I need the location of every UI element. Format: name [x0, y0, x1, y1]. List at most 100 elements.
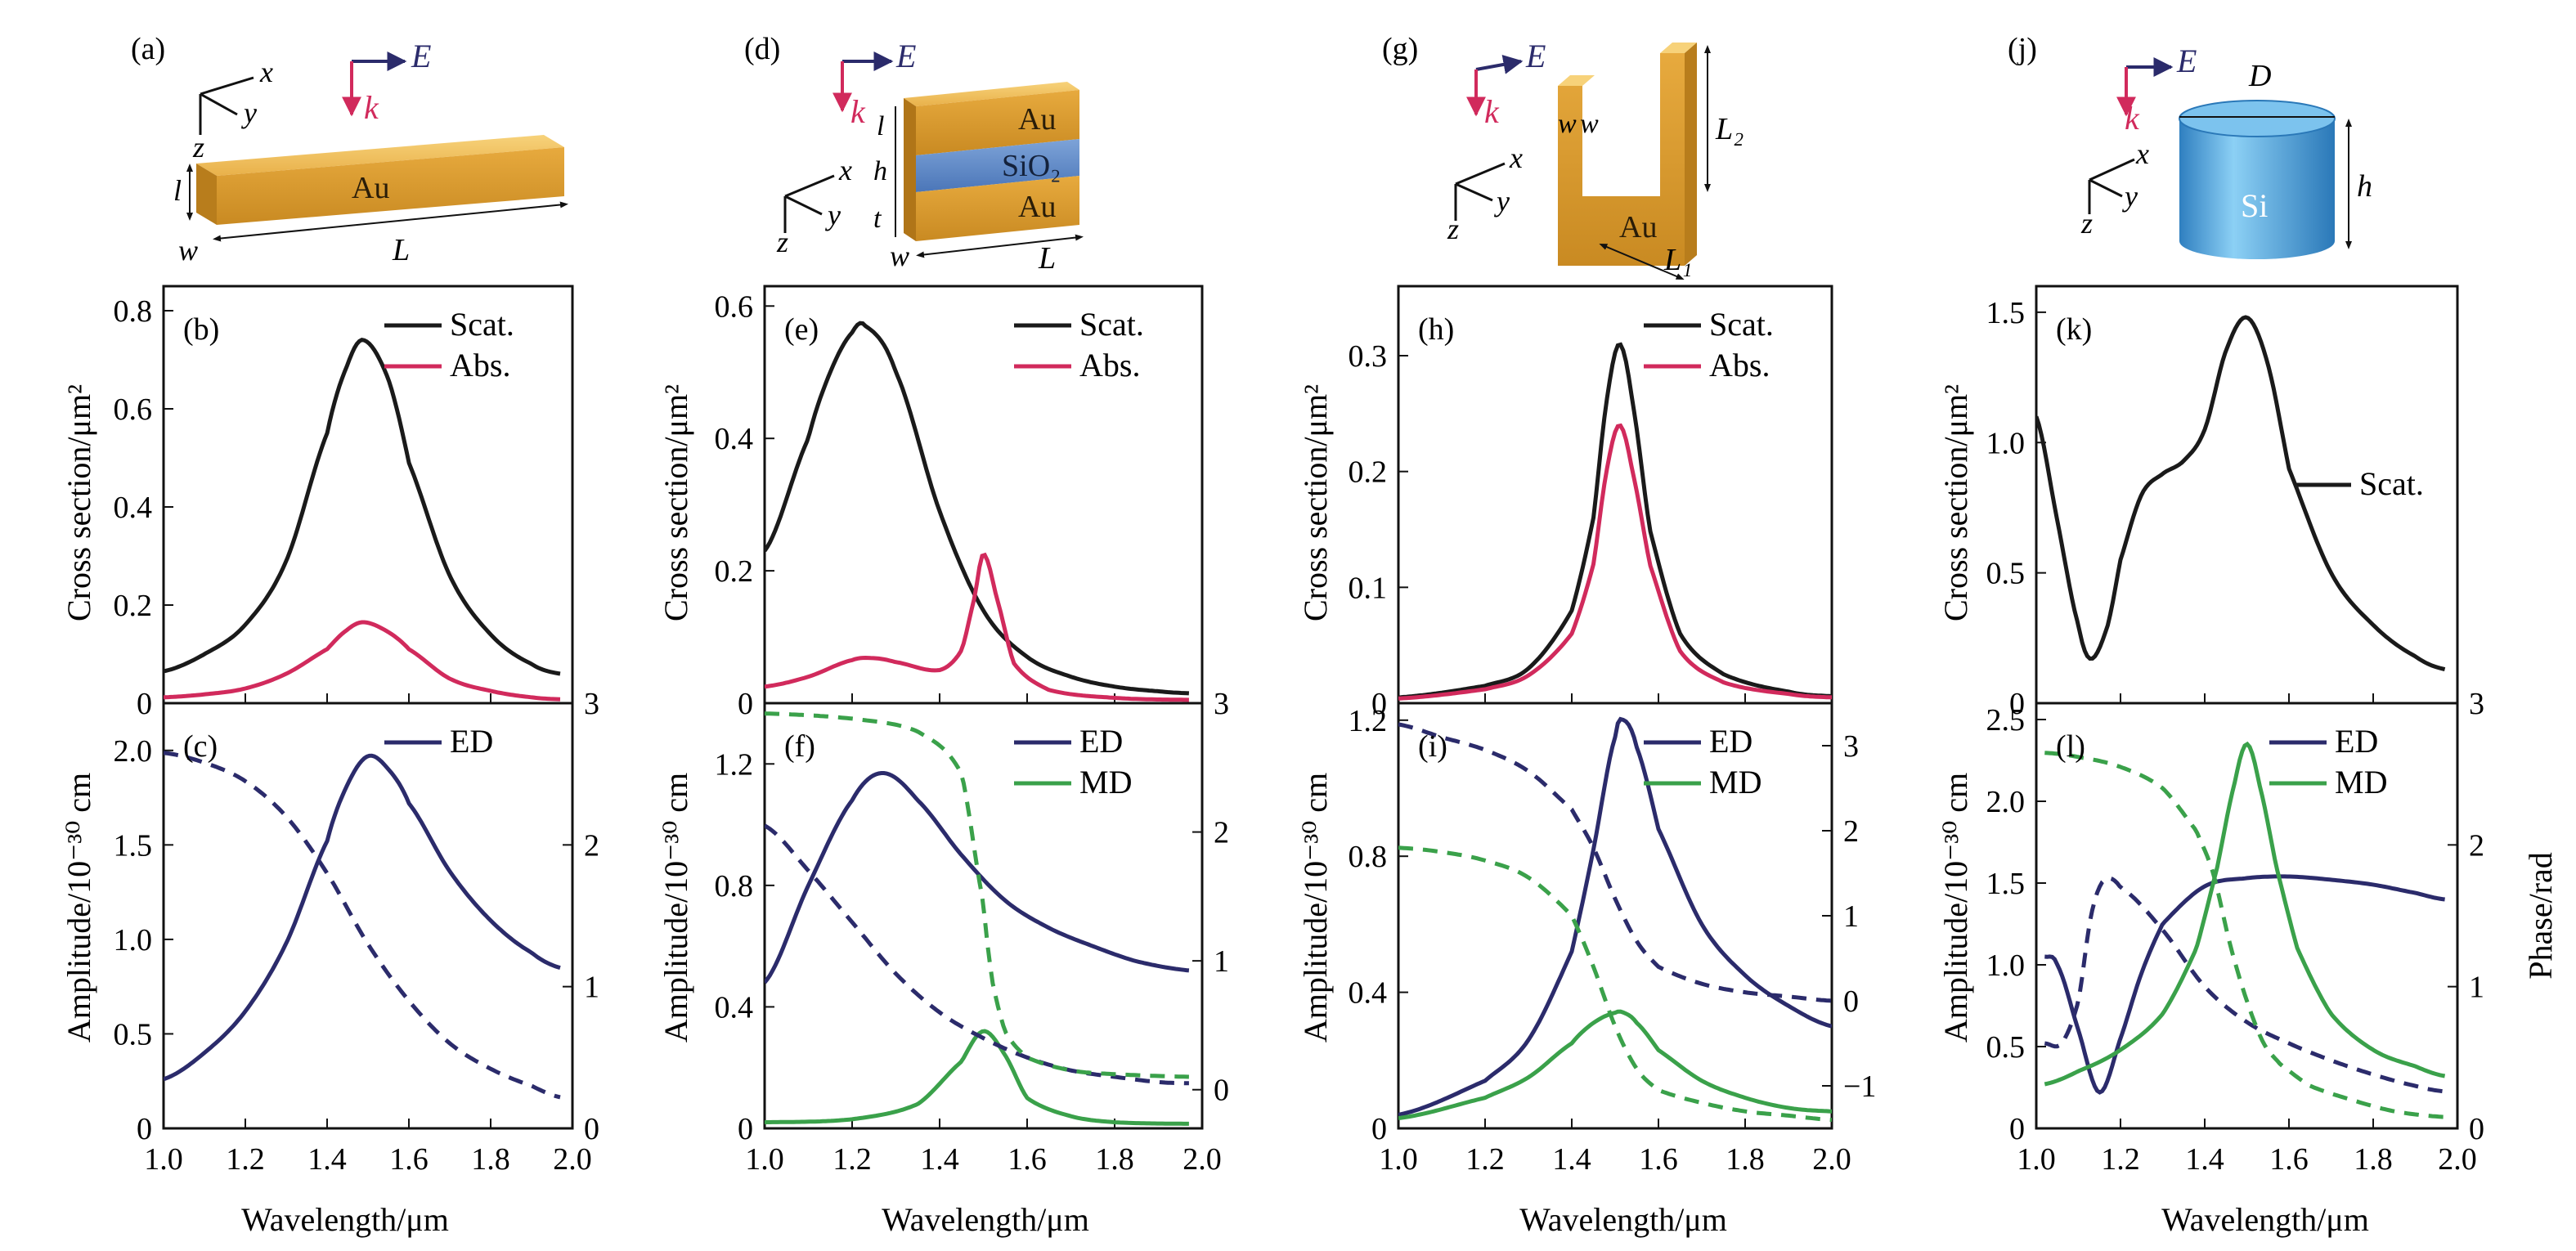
series-line-ed: [1398, 716, 1832, 1117]
dim-L2-label: L₂: [1715, 112, 1744, 146]
y2-tick-label: 3: [1214, 687, 1229, 721]
legend-label: Abs.: [1709, 347, 1770, 383]
material-au-top: Au: [1018, 102, 1056, 137]
k-vector-label: k: [1484, 93, 1500, 130]
series-group: [2036, 315, 2446, 672]
dim-L: [916, 234, 1084, 258]
stack-top: [904, 82, 1079, 106]
si-cylinder-top: [2179, 100, 2336, 137]
dim-L: [213, 201, 568, 242]
u-shape-side: [1685, 43, 1697, 266]
series-line-abs-: [1398, 423, 1832, 701]
x-tick-label: 1.2: [2101, 1142, 2140, 1177]
xlabel-col3: Wavelength/μm: [1519, 1201, 1727, 1238]
schematic-d: (d) E k x y z Au SiO₂ Au l h t w L: [744, 32, 1084, 276]
panel-label-j: (j): [2008, 32, 2037, 66]
k-vector-label: k: [364, 89, 379, 126]
series-line-ed-phase: [164, 751, 561, 1100]
plot-frame: [763, 702, 1204, 1130]
e-field-label: E: [411, 38, 431, 74]
x-tick-label: 1.6: [2269, 1142, 2309, 1177]
series-group: [2044, 741, 2446, 1119]
y2-tick-label: 2: [1214, 816, 1229, 850]
y-tick-label: 0.5: [1986, 557, 2026, 591]
ylabel-e: Cross section/μm²: [657, 384, 694, 621]
x-tick-label: 1.6: [1008, 1142, 1047, 1177]
dim-L-label: L: [1038, 241, 1056, 276]
y-tick-label: 0: [738, 1112, 753, 1146]
x-tick-label: 1.2: [1465, 1142, 1505, 1177]
axis-y-label: y: [2122, 180, 2138, 213]
xlabel-col2: Wavelength/μm: [882, 1201, 1089, 1238]
series-line-abs-: [765, 552, 1189, 702]
axis-x-label: x: [1509, 141, 1523, 174]
y-tick-label: 1.5: [1986, 296, 2026, 330]
chart-f: 1.0 1.2 1.4 1.6 1.8 2.0 0 0.4 0.8 1.2 0 1 2 3 ED MD (f): [715, 687, 1230, 1177]
chart-l: 1.0 1.2 1.4 1.6 1.8 2.000.51.01.52.02.50123ED…: [1986, 687, 2485, 1177]
y-tick-label: 1.2: [715, 747, 754, 782]
series-group: [765, 321, 1190, 702]
y-tick-label: 0: [738, 687, 753, 721]
y-tick-label: 1.2: [1349, 704, 1388, 738]
series-line-md: [1398, 1009, 1832, 1120]
y2-tick-label: 2: [1843, 814, 1859, 849]
y-tick-label: 1.0: [1986, 948, 2026, 983]
series-line-ed: [164, 753, 561, 1082]
material-label: Au: [352, 171, 389, 205]
x-tick-label: 1.4: [1552, 1142, 1591, 1177]
dim-l-label: l: [877, 111, 884, 141]
panel-label: (f): [784, 729, 815, 764]
material-label: Au: [1619, 210, 1657, 244]
legend-label: MD: [1079, 764, 1132, 800]
x-tick-label: 1.0: [1379, 1142, 1418, 1177]
y-tick-label: 0: [1371, 1112, 1387, 1146]
ylabel-k: Cross section/μm²: [1937, 384, 1974, 621]
ylabel-f: Amplitude/10⁻³⁰ cm: [657, 773, 694, 1042]
x-tick-label: 1.4: [920, 1142, 959, 1177]
schematic-a: (a) x y z E k Au l w L: [131, 32, 568, 267]
u-shape-front: [1558, 53, 1685, 266]
series-group: [1398, 342, 1832, 701]
dim-w-label: w: [890, 240, 909, 272]
e-field-label: E: [1525, 38, 1546, 74]
au-rod-top: [196, 135, 564, 176]
y-tick-label: 0.8: [1349, 840, 1388, 874]
y2-tick-label: 0: [584, 1112, 599, 1146]
series-line-ed: [765, 771, 1190, 984]
y2-tick-label: 2: [2469, 828, 2484, 863]
panel-label: (l): [2056, 729, 2085, 764]
legend-label: Scat.: [1079, 306, 1144, 343]
x-tick-label: 1.8: [2354, 1142, 2393, 1177]
y2-tick-label: 0: [1214, 1074, 1229, 1108]
x-tick-label: 1.6: [1639, 1142, 1678, 1177]
x-tick-label: 2.0: [1183, 1142, 1222, 1177]
axis-z-label: z: [2080, 207, 2093, 240]
material-label: Si: [2241, 187, 2268, 224]
xlabel-col1: Wavelength/μm: [241, 1201, 449, 1238]
axis-y-label: y: [241, 96, 257, 129]
y-tick-label: 0.4: [715, 422, 754, 456]
axis-x-label: x: [259, 56, 273, 88]
dim-t-label: t: [873, 204, 882, 234]
schematic-g: (g) E k x y z Au w w L₂ L₁: [1382, 32, 1744, 280]
x-tick-label: 1.2: [226, 1142, 265, 1177]
series-line-ed-phase: [2044, 876, 2445, 1094]
y-tick-label: 0.1: [1349, 571, 1388, 605]
series-line-scat-: [1398, 342, 1832, 700]
legend-label: ED: [1079, 723, 1123, 760]
axis-triad-icon: [2088, 158, 2135, 214]
series-group: [164, 751, 561, 1100]
y-tick-label: 2.5: [1986, 703, 2026, 738]
series-line-md: [2044, 741, 2446, 1087]
ylabel-l: Amplitude/10⁻³⁰ cm: [1937, 773, 1974, 1042]
legend-label: MD: [1709, 764, 1761, 800]
legend-label: ED: [2335, 723, 2378, 760]
schematic-j: (j) E k x y z Si D h: [2008, 32, 2372, 259]
legend-label: MD: [2335, 764, 2387, 800]
chart-b: 0 0.2 0.4 0.6 0.8 Scat. Abs. (b): [114, 285, 574, 721]
y2-tick-label: 1: [1214, 944, 1229, 979]
charts: 0 0.2 0.4 0.6 0.8 Scat. Abs. (b) 1.0 1.2 1.4 1.6 1.8…: [114, 285, 2485, 1177]
series-group: [765, 711, 1190, 1126]
